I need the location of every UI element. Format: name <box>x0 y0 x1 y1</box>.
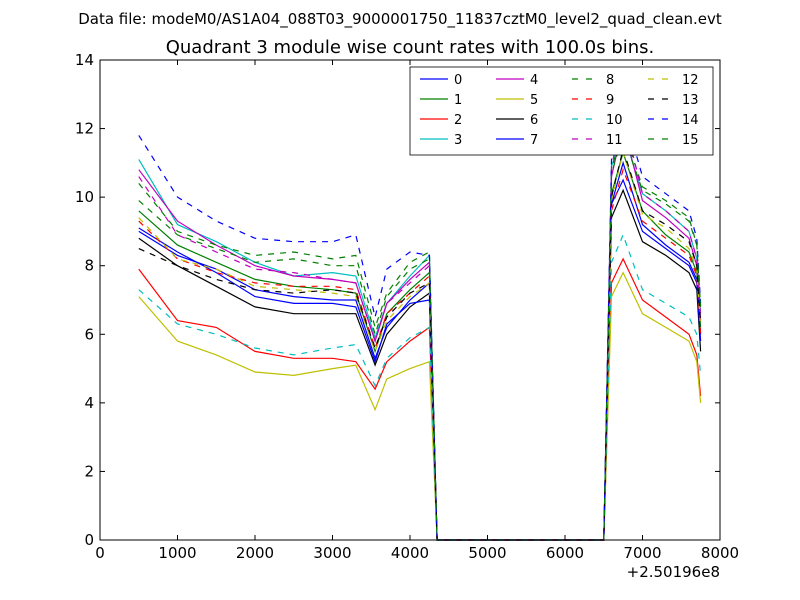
legend-label-3: 3 <box>454 133 462 148</box>
series-line-8 <box>138 126 702 541</box>
legend-box <box>409 66 714 156</box>
y-tick-label: 2 <box>84 462 94 480</box>
x-tick-label: 1000 <box>158 544 196 562</box>
legend-label-2: 2 <box>454 113 462 128</box>
series-line-5 <box>138 271 702 541</box>
y-tick-label: 8 <box>84 257 94 275</box>
legend-label-14: 14 <box>682 113 699 128</box>
legend-label-11: 11 <box>606 133 623 148</box>
legend-label-7: 7 <box>530 133 538 148</box>
y-tick-label: 12 <box>75 120 94 138</box>
x-tick-label: 7000 <box>623 544 661 562</box>
series-line-9 <box>138 167 702 541</box>
y-tick-label: 6 <box>84 325 94 343</box>
y-tick-label: 14 <box>75 51 94 69</box>
x-offset-label: +2.50196e8 <box>627 563 720 581</box>
legend-label-0: 0 <box>454 73 462 88</box>
legend-label-10: 10 <box>606 113 623 128</box>
x-tick-label: 3000 <box>313 544 351 562</box>
series-line-14 <box>138 107 702 541</box>
x-tick-label: 5000 <box>468 544 506 562</box>
series-line-13 <box>138 146 702 541</box>
y-tick-label: 4 <box>84 394 94 412</box>
legend-label-9: 9 <box>606 93 614 108</box>
x-tick-label: 2000 <box>236 544 274 562</box>
series-line-12 <box>138 150 702 541</box>
legend-label-1: 1 <box>454 93 462 108</box>
series-line-0 <box>138 160 702 541</box>
legend-label-13: 13 <box>682 93 699 108</box>
plot-area: 0 1000 2000 3000 4000 5000 6000 7000 80000246810… <box>75 51 739 562</box>
x-tick-label: 8000 <box>701 544 739 562</box>
figure-suptitle: Data file: modeM0/AS1A04_088T03_90000017… <box>78 10 722 29</box>
legend-label-6: 6 <box>530 113 538 128</box>
legend-label-8: 8 <box>606 73 614 88</box>
x-tick-label: 0 <box>95 544 105 562</box>
series-line-15 <box>138 133 702 541</box>
y-tick-label: 0 <box>84 531 94 549</box>
y-tick-label: 10 <box>75 188 94 206</box>
series-line-7 <box>138 178 702 541</box>
legend-label-5: 5 <box>530 93 538 108</box>
series-line-1 <box>138 150 702 541</box>
series-line-10 <box>138 233 702 541</box>
series-line-2 <box>138 257 702 541</box>
legend-label-12: 12 <box>682 73 699 88</box>
x-tick-label: 6000 <box>546 544 584 562</box>
legend-label-15: 15 <box>682 133 699 148</box>
legend-label-4: 4 <box>530 73 538 88</box>
x-tick-label: 4000 <box>391 544 429 562</box>
chart-title: Quadrant 3 module wise count rates with … <box>166 37 655 58</box>
